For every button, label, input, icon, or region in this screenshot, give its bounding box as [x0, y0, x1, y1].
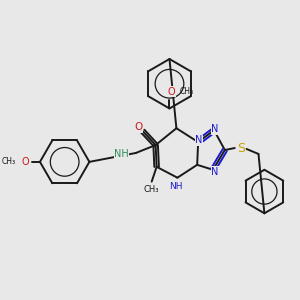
Text: N: N: [211, 167, 219, 177]
Text: NH: NH: [169, 182, 182, 191]
Text: N: N: [211, 124, 219, 134]
Text: N: N: [196, 135, 203, 145]
Text: CH₃: CH₃: [144, 185, 159, 194]
Text: O: O: [168, 87, 175, 97]
Text: NH: NH: [114, 149, 129, 159]
Text: CH₃: CH₃: [179, 87, 194, 96]
Text: O: O: [135, 122, 143, 132]
Text: CH₃: CH₃: [2, 158, 16, 166]
Text: O: O: [21, 157, 29, 167]
Text: S: S: [237, 142, 245, 154]
